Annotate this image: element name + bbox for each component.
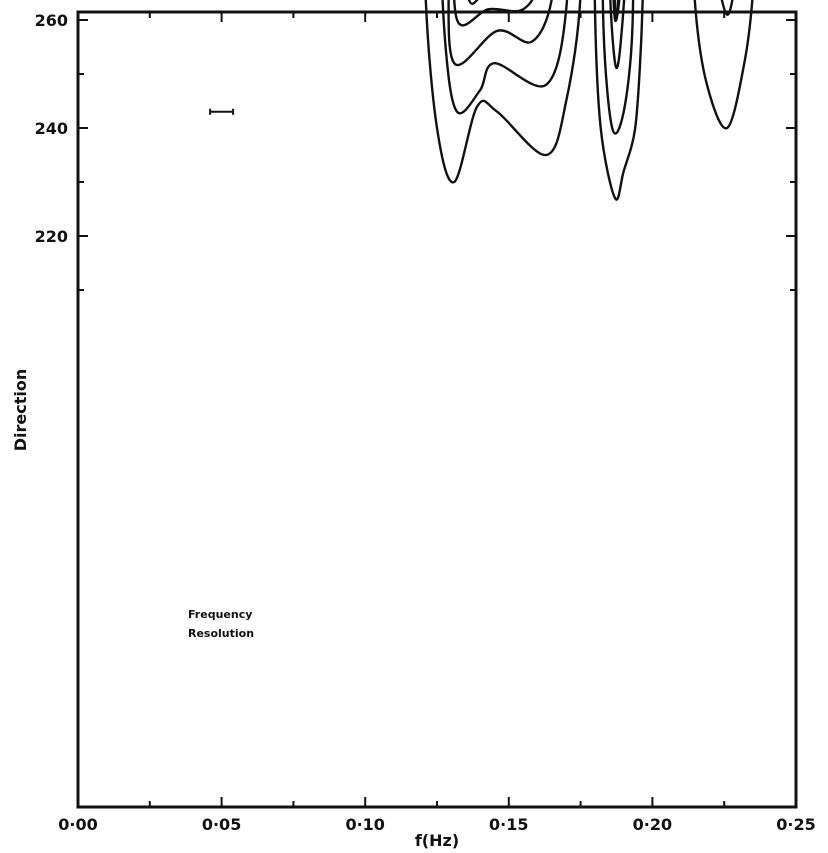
contour-line-third	[693, 0, 754, 130]
y-tick-label: 260	[35, 11, 68, 30]
contour-lines	[424, 0, 754, 201]
contour-line-second	[601, 0, 635, 135]
x-axis-title: f(Hz)	[415, 831, 459, 850]
x-tick-label: 0·15	[489, 815, 528, 834]
contour-line-second	[613, 0, 620, 18]
y-axis-title: Direction	[11, 369, 30, 452]
contour-line-main	[467, 0, 479, 5]
y-tick-label: 220	[35, 227, 68, 246]
y-tick-label: 240	[35, 119, 68, 138]
frequency-resolution-label: Frequency	[188, 608, 252, 621]
contour-line-main	[441, 0, 569, 115]
annotations: WindDirectionFrequencyResolution	[188, 108, 254, 640]
frequency-resolution-label: Resolution	[188, 627, 254, 640]
contour-line-main	[424, 0, 582, 184]
x-tick-label: 0·25	[776, 815, 815, 834]
x-tick-label: 0·20	[633, 815, 672, 834]
axis-ticks	[77, 12, 797, 807]
contour-line-main	[453, 0, 534, 27]
contour-line-second	[593, 0, 644, 201]
contour-line-main	[447, 0, 553, 67]
axis-tick-labels: 0·000·050·100·150·200·252202402602803003…	[35, 11, 816, 834]
x-tick-label: 0·00	[58, 815, 97, 834]
x-tick-label: 0·10	[345, 815, 384, 834]
x-tick-label: 0·05	[202, 815, 241, 834]
contour-line-second	[609, 0, 626, 70]
